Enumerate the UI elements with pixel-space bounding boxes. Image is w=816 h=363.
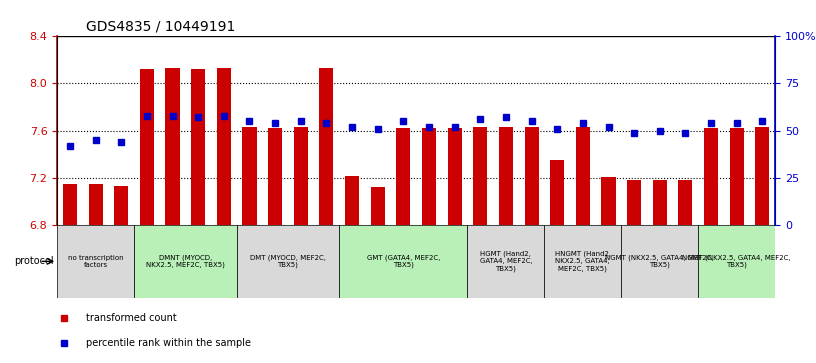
Text: percentile rank within the sample: percentile rank within the sample — [86, 338, 251, 348]
FancyBboxPatch shape — [134, 225, 237, 298]
Bar — [191, 69, 205, 225]
Bar — [345, 176, 359, 225]
Bar — [114, 186, 128, 225]
Text: transformed count: transformed count — [86, 313, 176, 323]
Bar — [140, 69, 154, 225]
Bar — [63, 184, 77, 225]
FancyBboxPatch shape — [544, 225, 621, 298]
Bar — [473, 127, 487, 225]
Bar — [730, 129, 743, 225]
Bar — [499, 127, 513, 225]
FancyBboxPatch shape — [698, 225, 775, 298]
Text: protocol: protocol — [14, 256, 53, 266]
FancyBboxPatch shape — [339, 225, 468, 298]
Bar — [653, 180, 667, 225]
Text: GDS4835 / 10449191: GDS4835 / 10449191 — [86, 20, 235, 34]
Text: NGMT (NKX2.5, GATA4, MEF2C,
TBX5): NGMT (NKX2.5, GATA4, MEF2C, TBX5) — [605, 254, 714, 268]
FancyBboxPatch shape — [621, 225, 698, 298]
Bar — [422, 129, 436, 225]
Bar — [370, 187, 385, 225]
Text: NGMT (NKX2.5, GATA4, MEF2C,
TBX5): NGMT (NKX2.5, GATA4, MEF2C, TBX5) — [682, 254, 791, 268]
FancyBboxPatch shape — [468, 225, 544, 298]
Text: HGMT (Hand2,
GATA4, MEF2C,
TBX5): HGMT (Hand2, GATA4, MEF2C, TBX5) — [480, 251, 532, 272]
Bar — [242, 127, 256, 225]
Bar — [627, 180, 641, 225]
Bar — [704, 129, 718, 225]
Bar — [268, 129, 282, 225]
Bar — [525, 127, 539, 225]
Text: GMT (GATA4, MEF2C,
TBX5): GMT (GATA4, MEF2C, TBX5) — [366, 254, 440, 268]
Text: no transcription
factors: no transcription factors — [68, 255, 123, 268]
Bar — [319, 68, 334, 225]
Bar — [294, 127, 308, 225]
Bar — [756, 127, 769, 225]
Text: HNGMT (Hand2,
NKX2.5, GATA4,
MEF2C, TBX5): HNGMT (Hand2, NKX2.5, GATA4, MEF2C, TBX5… — [555, 251, 611, 272]
Bar — [88, 184, 103, 225]
Bar — [550, 160, 564, 225]
Text: DMNT (MYOCD,
NKX2.5, MEF2C, TBX5): DMNT (MYOCD, NKX2.5, MEF2C, TBX5) — [146, 254, 224, 268]
Text: DMT (MYOCD, MEF2C,
TBX5): DMT (MYOCD, MEF2C, TBX5) — [250, 254, 326, 268]
Bar — [576, 127, 590, 225]
FancyBboxPatch shape — [57, 225, 134, 298]
Bar — [678, 180, 693, 225]
Bar — [217, 68, 231, 225]
Bar — [601, 177, 615, 225]
Bar — [397, 129, 410, 225]
Bar — [166, 68, 180, 225]
FancyBboxPatch shape — [237, 225, 339, 298]
Bar — [447, 129, 462, 225]
